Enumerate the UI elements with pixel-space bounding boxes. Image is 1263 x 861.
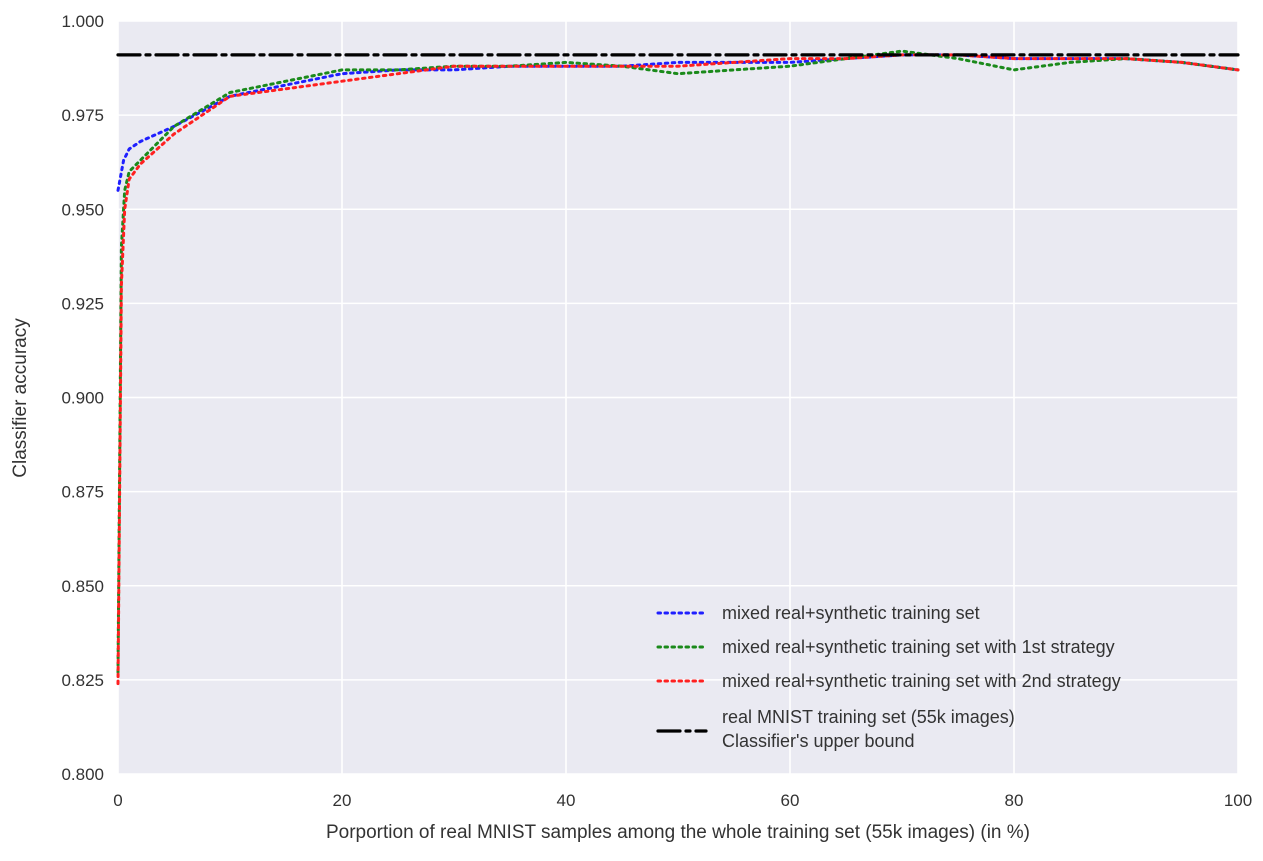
y-tick-label: 0.900: [61, 389, 104, 408]
legend-label-3: mixed real+synthetic training set with 2…: [722, 671, 1121, 691]
legend-label-2: mixed real+synthetic training set with 1…: [722, 637, 1115, 657]
y-tick-label: 0.950: [61, 200, 104, 219]
legend-label-4: Classifier's upper bound: [722, 731, 915, 751]
series-line-3: [116, 53, 1240, 686]
x-tick-label: 0: [113, 791, 122, 810]
y-tick-label: 0.825: [61, 671, 104, 690]
x-tick-label: 20: [333, 791, 352, 810]
y-tick-label: 0.875: [61, 483, 104, 502]
y-axis-label: Classifier accuracy: [10, 318, 31, 478]
legend-label-4: real MNIST training set (55k images): [722, 707, 1015, 727]
y-tick-label: 0.975: [61, 106, 104, 125]
legend-label-1: mixed real+synthetic training set: [722, 603, 980, 623]
series-line-2: [116, 49, 1240, 674]
x-tick-label: 40: [557, 791, 576, 810]
x-tick-label: 60: [781, 791, 800, 810]
y-tick-label: 0.850: [61, 577, 104, 596]
x-tick-label: 80: [1005, 791, 1024, 810]
x-axis-label: Porportion of real MNIST samples among t…: [326, 822, 1030, 843]
y-tick-label: 0.800: [61, 765, 104, 784]
x-tick-label: 100: [1224, 791, 1252, 810]
y-tick-label: 0.925: [61, 294, 104, 313]
y-tick-label: 1.000: [61, 12, 104, 31]
